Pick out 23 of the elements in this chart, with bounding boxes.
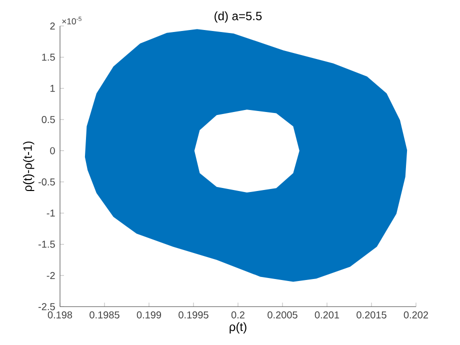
- x-tick-label: 0.198: [48, 311, 72, 318]
- y-tick-label: -2: [46, 272, 55, 279]
- x-tick-label: 0.1995: [178, 311, 208, 318]
- x-axis-title: ρ(t): [230, 322, 246, 334]
- text: ×10$^{-5}$: [62, 16, 82, 24]
- chart-title: (d) a=5.5: [214, 11, 262, 23]
- x-tick-label: 0.202: [404, 311, 428, 318]
- y-tick-label: -1.5: [38, 240, 55, 248]
- y-tick-label: -2.5: [38, 303, 55, 310]
- x-tick-label: 0.1985: [90, 311, 120, 318]
- y-tick-label: -0.5: [38, 178, 55, 186]
- y-tick-label: 2: [50, 22, 55, 30]
- x-tick-label: 0.201: [314, 311, 340, 318]
- x-tick-label: 0.2015: [356, 311, 386, 318]
- y-axis-title: ρ(t)-ρ(t-1): [23, 142, 34, 192]
- y-tick-label: 0.5: [42, 116, 55, 124]
- y-tick-label: 1.5: [42, 54, 55, 61]
- x-tick-label: 0.199: [136, 311, 162, 318]
- y-tick-label: 0: [50, 147, 55, 154]
- y-tick-label: 1: [50, 84, 55, 92]
- x-tick-label: 0.2005: [268, 311, 298, 318]
- x-tick-label: 0.2: [231, 311, 244, 318]
- y-tick-label: -1: [46, 210, 55, 217]
